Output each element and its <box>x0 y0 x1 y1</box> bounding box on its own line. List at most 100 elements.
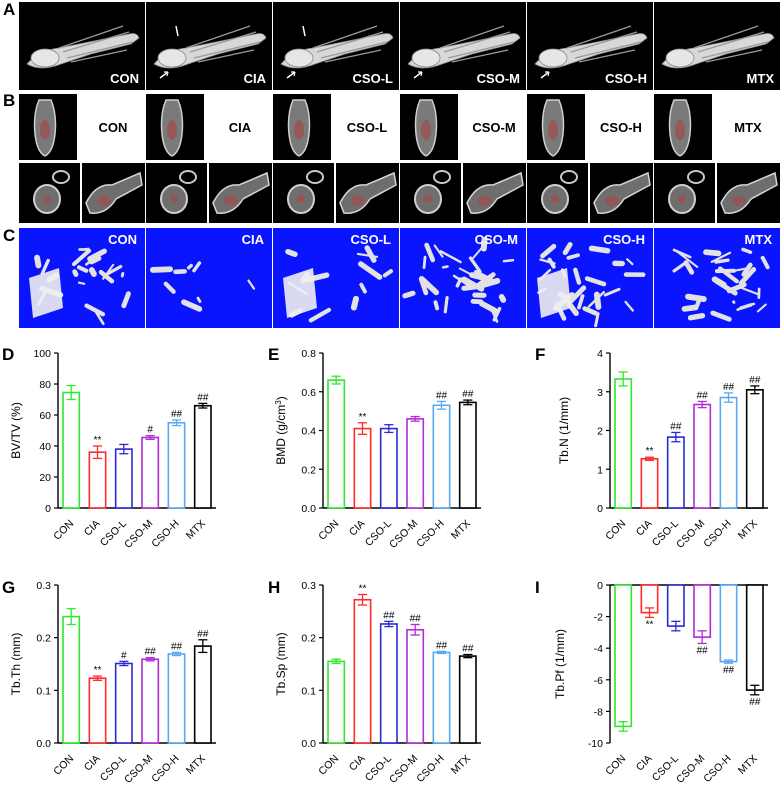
y-tick-label: 3 <box>597 387 603 399</box>
bar-con <box>62 391 81 509</box>
bar-con <box>327 660 346 744</box>
bar-mtx <box>458 401 477 509</box>
panel-letter-d: D <box>2 345 15 364</box>
ct-sagittal-slice-cso-m <box>463 163 526 223</box>
category-label: MTX <box>736 518 760 542</box>
y-tick-label: 0.0 <box>301 738 316 750</box>
chart-g-tb-th: 0.00.10.20.3Tb.Th (mm)CON**CIA#CSO-L##CS… <box>9 580 216 786</box>
bar-cso-h <box>432 651 451 744</box>
bar-cso-l <box>666 584 685 627</box>
panel-letter-e: E <box>268 345 280 364</box>
foot-render-label: MTX <box>746 71 774 86</box>
ct-group-label: CSO-M <box>472 120 516 135</box>
bar-cso-l <box>379 427 398 509</box>
ct-group-label: CSO-L <box>346 120 388 135</box>
category-label: CSO-H <box>701 518 733 550</box>
significance-mark: ## <box>145 647 157 658</box>
trabecular-render-label: MTX <box>744 232 772 247</box>
bar-mtx <box>458 655 477 744</box>
foot-render-cso-l: CSO-L <box>273 2 399 90</box>
y-tick-label: -8 <box>594 706 603 718</box>
category-label: MTX <box>449 753 473 777</box>
foot-bone-image <box>153 25 267 79</box>
category-label: CSO-M <box>122 753 155 786</box>
bar-cso-h <box>719 584 738 663</box>
bar-cia <box>88 451 107 509</box>
significance-mark: ## <box>462 644 474 655</box>
ct-coronal-slice-con <box>19 94 77 160</box>
ct-coronal-slice-cso-m <box>400 94 458 160</box>
y-tick-label: 0.0 <box>301 503 316 515</box>
y-tick-label: 2 <box>597 426 603 438</box>
significance-mark: ## <box>749 697 761 708</box>
significance-mark: ## <box>670 421 682 432</box>
category-label: CIA <box>634 518 655 539</box>
bar-cia <box>88 677 107 744</box>
ct-group-label: CSO-H <box>600 120 642 135</box>
category-label: CSO-M <box>674 518 707 551</box>
y-tick-label: 1 <box>597 464 603 476</box>
significance-mark: # <box>121 650 127 661</box>
trabecular-render-label: CON <box>108 232 137 247</box>
category-label: CIA <box>82 518 103 539</box>
category-label: MTX <box>736 753 760 777</box>
category-label: CSO-H <box>149 753 181 785</box>
y-tick-label: 60 <box>39 410 51 422</box>
panel-letter-b: B <box>3 91 16 110</box>
bar-mtx <box>193 404 212 509</box>
foot-render-label: CON <box>110 71 139 86</box>
bar-cia <box>353 598 372 744</box>
trabecular-render-cso-h: CSO-H <box>527 228 653 328</box>
bar-cso-h <box>167 653 186 744</box>
significance-mark: ** <box>94 665 102 676</box>
y-tick-label: -6 <box>594 675 603 687</box>
category-label: CIA <box>347 753 368 774</box>
bar-cso-h <box>432 404 451 509</box>
y-tick-label: 0.2 <box>301 464 316 476</box>
foot-render-con: CON <box>19 2 145 90</box>
category-label: CON <box>51 518 76 543</box>
trabecular-render-label: CSO-L <box>350 232 391 247</box>
bar-cso-h <box>167 421 186 509</box>
bar-cso-m <box>693 584 712 638</box>
trabecular-render-mtx: MTX <box>654 228 780 328</box>
category-label: CON <box>603 518 628 543</box>
y-tick-label: 0.6 <box>301 387 316 399</box>
bar-cso-l <box>114 662 133 744</box>
category-label: CON <box>316 753 341 778</box>
significance-mark: ## <box>197 392 209 403</box>
bar-con <box>614 378 633 509</box>
trabecular-render-label: CSO-M <box>474 232 518 247</box>
foot-render-cso-h: CSO-H <box>527 2 653 90</box>
significance-mark: ## <box>197 629 209 640</box>
significance-mark: ## <box>410 614 422 625</box>
foot-bone-image <box>407 25 521 79</box>
ct-coronal-slice-cia <box>146 94 204 160</box>
y-axis-label: BV/TV (%) <box>9 402 23 459</box>
y-tick-label: 80 <box>39 379 51 391</box>
bar-cso-l <box>379 623 398 744</box>
y-tick-label: -2 <box>594 612 603 624</box>
y-tick-label: 0.3 <box>36 580 51 592</box>
category-label: MTX <box>184 753 208 777</box>
ct-group-label: CON <box>98 120 128 135</box>
y-axis-label: Tb.N (1/mm) <box>557 397 571 464</box>
trabecular-render-cso-m: CSO-M <box>400 228 526 328</box>
y-tick-label: 0.4 <box>301 426 316 438</box>
category-label: CSO-H <box>414 518 446 550</box>
ct-coronal-slice-mtx <box>654 94 712 160</box>
y-tick-label: 40 <box>39 441 51 453</box>
y-axis-label: BMD (g/cm3) <box>274 396 289 464</box>
y-tick-label: 0.0 <box>36 738 51 750</box>
panel-letter-a: A <box>3 0 16 19</box>
foot-bone-image <box>280 25 394 79</box>
ct-axial-slice-cso-l <box>273 163 334 223</box>
category-label: CON <box>603 753 628 778</box>
bar-cia <box>353 427 372 509</box>
trabecular-render-con: CON <box>19 228 145 328</box>
significance-mark: ## <box>436 640 448 651</box>
category-label: CSO-M <box>674 753 707 786</box>
ct-sagittal-slice-con <box>82 163 145 223</box>
bar-con <box>327 379 346 509</box>
category-label: CON <box>51 753 76 778</box>
